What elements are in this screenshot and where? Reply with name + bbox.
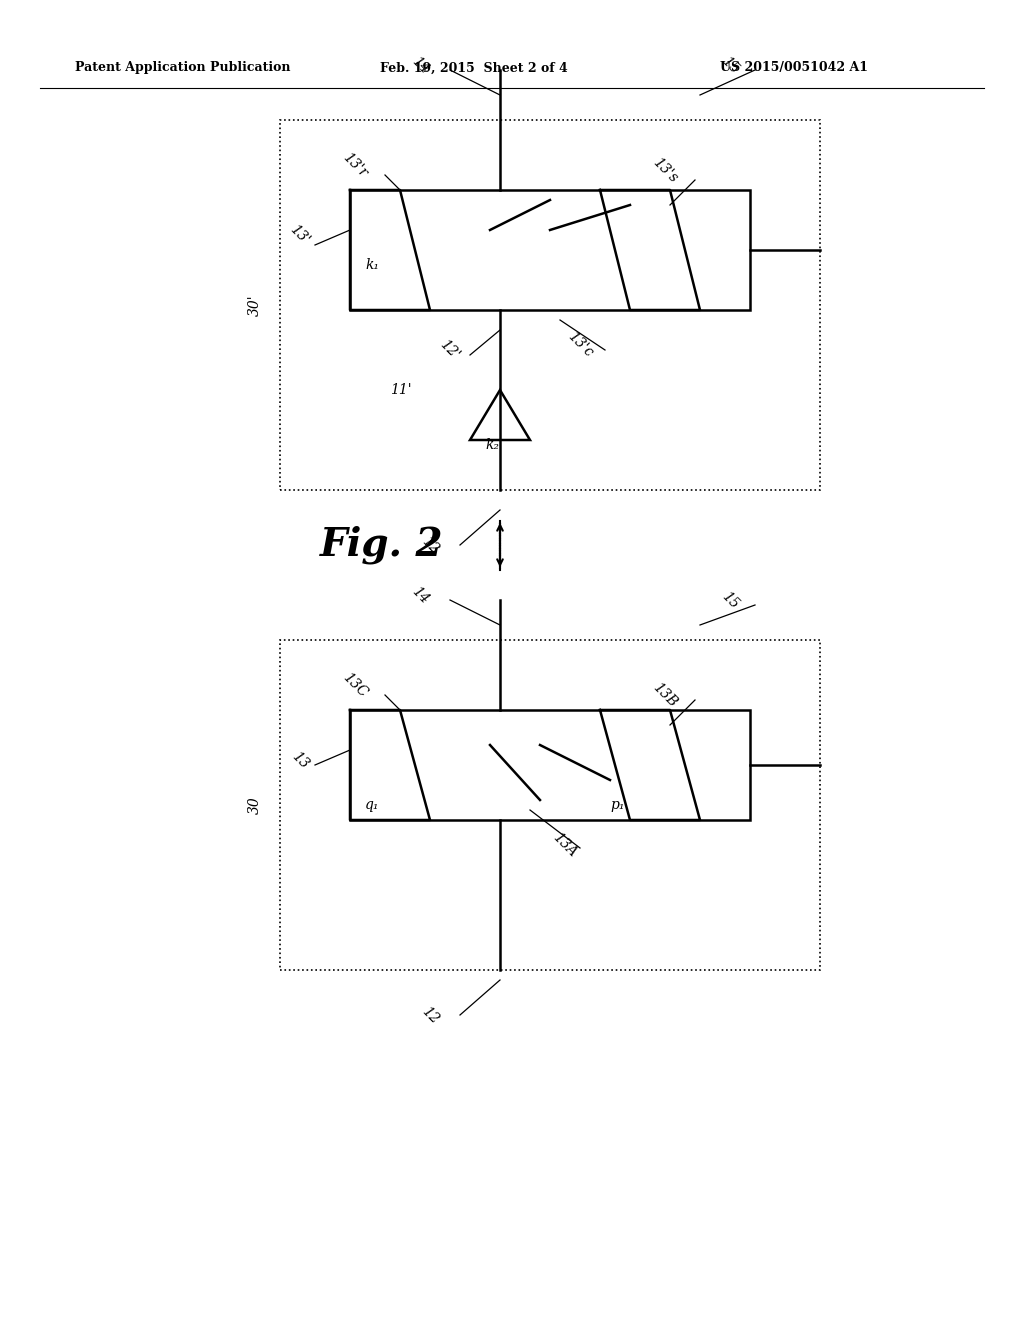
- Text: US 2015/0051042 A1: US 2015/0051042 A1: [720, 62, 868, 74]
- Text: 15: 15: [719, 589, 741, 611]
- Text: 12: 12: [419, 1003, 441, 1026]
- Text: 13'c: 13'c: [564, 330, 595, 360]
- Bar: [350, 710, 750, 820]
- Text: 14: 14: [409, 583, 431, 606]
- Text: Fig. 2: Fig. 2: [319, 525, 443, 564]
- Text: 13'r: 13'r: [340, 150, 370, 180]
- Text: 30': 30': [248, 294, 262, 315]
- Text: 11': 11': [390, 383, 412, 397]
- Text: p₁: p₁: [610, 799, 625, 812]
- Text: 13: 13: [289, 748, 311, 771]
- Text: Feb. 19, 2015  Sheet 2 of 4: Feb. 19, 2015 Sheet 2 of 4: [380, 62, 567, 74]
- Text: 30: 30: [248, 796, 262, 814]
- Text: k₂: k₂: [485, 438, 499, 451]
- Text: k₁: k₁: [365, 257, 379, 272]
- Text: 13's: 13's: [650, 154, 680, 185]
- Text: 13B: 13B: [650, 680, 680, 710]
- Text: 13C: 13C: [340, 671, 370, 700]
- Text: 12': 12': [437, 338, 463, 363]
- Text: 15: 15: [719, 54, 741, 77]
- Bar: [280, 120, 820, 490]
- Text: 13A: 13A: [550, 830, 580, 859]
- Text: 12: 12: [419, 533, 441, 556]
- Text: q₁: q₁: [365, 799, 380, 812]
- Bar: [350, 190, 750, 310]
- Text: 14: 14: [409, 54, 431, 77]
- Text: Patent Application Publication: Patent Application Publication: [75, 62, 291, 74]
- Bar: [280, 640, 820, 970]
- Text: 13': 13': [288, 222, 312, 248]
